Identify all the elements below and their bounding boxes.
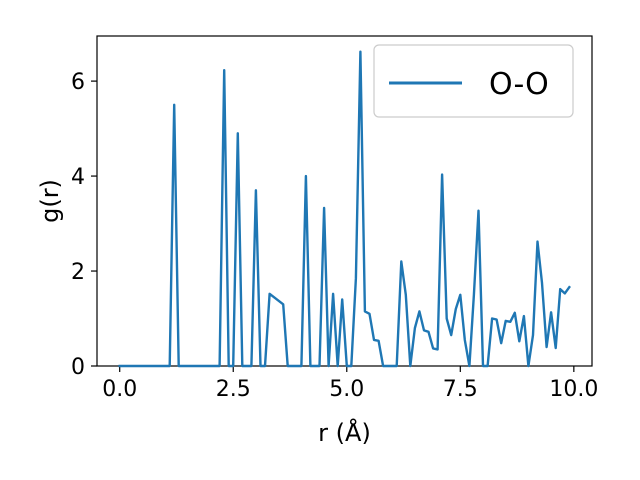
y-tick-label: 6 (71, 70, 85, 95)
y-tick-label: 4 (71, 165, 85, 190)
x-tick-label: 5.0 (329, 377, 364, 402)
legend-label: O-O (489, 67, 549, 102)
x-tick-label: 10.0 (549, 377, 598, 402)
y-axis-label: g(r) (36, 179, 64, 223)
y-axis: 0 2 4 6 (71, 70, 97, 380)
x-axis-label: r (Å) (318, 418, 371, 447)
legend-box (373, 44, 574, 118)
legend: O-O (373, 44, 574, 118)
x-tick-label: 7.5 (443, 377, 478, 402)
series-lines (118, 50, 571, 368)
y-tick-label: 0 (71, 355, 85, 380)
x-axis: 0.0 2.5 5.0 7.5 10.0 (102, 366, 598, 402)
x-tick-label: 2.5 (216, 377, 251, 402)
y-tick-label: 2 (71, 260, 85, 285)
series-line-0 (118, 50, 571, 368)
x-tick-label: 0.0 (102, 377, 137, 402)
